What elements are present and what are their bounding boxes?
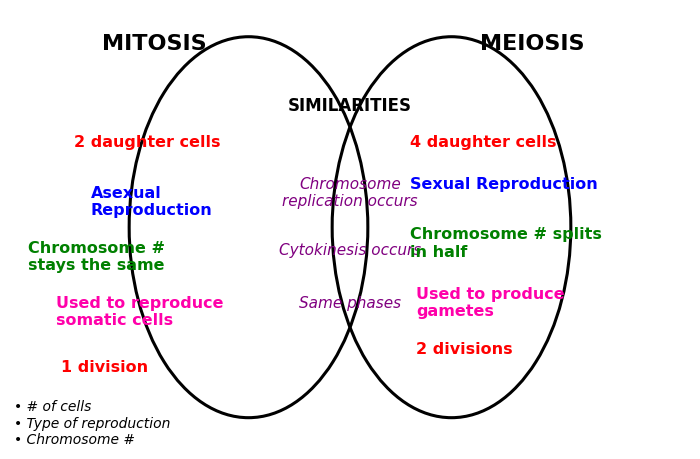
Text: • # of cells: • # of cells (14, 400, 92, 414)
Text: Chromosome #
stays the same: Chromosome # stays the same (28, 241, 165, 274)
Text: Cytokinesis occurs: Cytokinesis occurs (279, 243, 421, 258)
Text: MITOSIS: MITOSIS (102, 34, 206, 54)
Text: MEIOSIS: MEIOSIS (480, 34, 584, 54)
Text: SIMILARITIES: SIMILARITIES (288, 96, 412, 115)
Text: Used to reproduce
somatic cells: Used to reproduce somatic cells (56, 296, 223, 329)
Text: • Type of reproduction: • Type of reproduction (14, 416, 170, 431)
Text: 2 divisions: 2 divisions (416, 342, 513, 357)
Text: Sexual Reproduction: Sexual Reproduction (410, 177, 597, 192)
Text: Asexual
Reproduction: Asexual Reproduction (91, 186, 213, 218)
Text: • Chromosome #: • Chromosome # (14, 433, 135, 447)
Text: 2 daughter cells: 2 daughter cells (74, 135, 220, 151)
Text: 4 daughter cells: 4 daughter cells (410, 135, 556, 151)
Text: 1 division: 1 division (62, 360, 148, 375)
Text: Same phases: Same phases (299, 296, 401, 311)
Text: Chromosome # splits
in half: Chromosome # splits in half (410, 227, 601, 260)
Text: Used to produce
gametes: Used to produce gametes (416, 287, 565, 319)
Text: Chromosome
replication occurs: Chromosome replication occurs (282, 177, 418, 209)
